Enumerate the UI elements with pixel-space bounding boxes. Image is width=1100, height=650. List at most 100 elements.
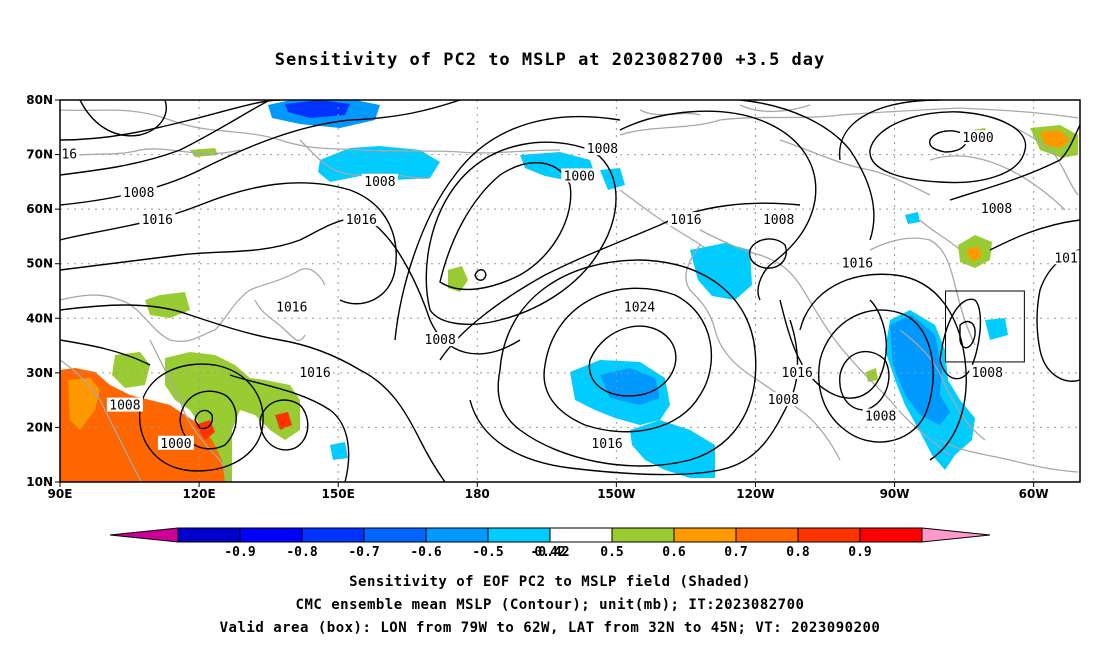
colorbar-label: 0.42 xyxy=(534,545,565,560)
contour-label-bg xyxy=(120,184,157,199)
caption-valid-area: Valid area (box): LON from 79W to 62W, L… xyxy=(219,620,881,636)
contour-label-bg xyxy=(589,435,626,450)
contour-label: 1008 xyxy=(981,202,1012,217)
contour-label: 1008 xyxy=(109,399,140,414)
lat-tick-label: 80N xyxy=(26,93,53,107)
lat-tick-label: 10N xyxy=(26,475,53,489)
colorbar-segment xyxy=(487,527,551,543)
contour-label-bg xyxy=(779,364,816,379)
lon-tick-label: 60W xyxy=(1019,487,1049,501)
contour-label: 1016 xyxy=(299,366,330,381)
contour-label: 1000 xyxy=(160,437,191,452)
contour-label: 1024 xyxy=(624,300,655,315)
colorbar-label: -0.7 xyxy=(348,545,379,560)
contour-label: 1016 xyxy=(670,213,701,228)
contour-label-bg xyxy=(139,212,176,227)
positive-anomaly-north-atlantic-orange xyxy=(1040,130,1070,148)
contour-label: 1016 xyxy=(276,300,307,315)
colorbar-label: -0.8 xyxy=(286,545,317,560)
caption-contour: CMC ensemble mean MSLP (Contour); unit(m… xyxy=(295,597,805,613)
contour-label: 1008 xyxy=(425,333,456,348)
colorbar-low-end xyxy=(109,527,179,543)
colorbar-label: -0.5 xyxy=(472,545,503,560)
colorbar: -0.9 -0.8 -0.7 -0.6 -0.5 -0.420.42 0.5 0.6 0.7 0.… xyxy=(109,527,991,560)
contour-label-bg xyxy=(584,141,621,156)
contour-label: 16 xyxy=(61,148,77,163)
colorbar-segment xyxy=(363,527,427,543)
contour-label-bg xyxy=(561,168,598,183)
colorbar-high-end xyxy=(921,527,991,543)
colorbar-label: 0.5 xyxy=(600,545,623,560)
contour-label-bg xyxy=(978,201,1015,216)
contour-label-bg xyxy=(297,364,333,379)
lon-tick-label: 90E xyxy=(48,487,73,501)
lat-tick-label: 60N xyxy=(26,202,53,216)
colorbar-label: 0.9 xyxy=(848,545,871,560)
lon-tick-label: 120E xyxy=(182,487,215,501)
lon-tick-label: 120W xyxy=(736,487,774,501)
longitude-labels: 90E 120E 150E 180 150W 120W 90W 60W xyxy=(48,482,1049,501)
negative-anomaly-central-pacific-core xyxy=(600,368,660,405)
colorbar-segment xyxy=(425,527,489,543)
negative-anomaly-siberia xyxy=(318,146,920,224)
contour-label: 1008 xyxy=(587,142,618,157)
lat-tick-label: 50N xyxy=(26,257,53,271)
contour-label-bg xyxy=(667,212,704,227)
contour-label-bg xyxy=(621,299,658,314)
contour-label-bg xyxy=(960,130,996,145)
colorbar-segment xyxy=(549,527,613,543)
sensitivity-shading xyxy=(60,100,1078,482)
contour-label: 101 xyxy=(1054,251,1077,266)
map-frame xyxy=(59,99,1081,483)
colorbar-segment xyxy=(239,527,303,543)
lat-tick-label: 40N xyxy=(26,311,53,325)
contour-label-bg xyxy=(106,397,143,412)
contour-label: 1016 xyxy=(142,213,173,228)
contour-label-bg xyxy=(862,408,899,423)
contour-label-bg xyxy=(1052,250,1081,265)
negative-anomaly-alaska-light xyxy=(690,243,752,300)
contour-label: 1008 xyxy=(768,393,799,408)
contour-label: 1016 xyxy=(346,213,377,228)
colorbar-label: 0.6 xyxy=(662,545,686,560)
page-title: Sensitivity of PC2 to MSLP at 2023082700… xyxy=(274,50,826,70)
contour-label: 1016 xyxy=(782,366,813,381)
colorbar-segment xyxy=(859,527,923,543)
positive-anomaly-labrador-orange xyxy=(966,246,982,262)
colorbar-segment xyxy=(177,527,241,543)
contour-label-bg xyxy=(760,212,797,227)
contour-label: 1008 xyxy=(972,366,1003,381)
valid-area-box xyxy=(945,290,1025,363)
lat-tick-label: 20N xyxy=(26,420,53,434)
colorbar-segment xyxy=(301,527,365,543)
lon-tick-label: 150E xyxy=(322,487,355,501)
contour-label: 1008 xyxy=(865,410,896,425)
colorbar-label: 0.7 xyxy=(724,545,747,560)
contour-label-bg xyxy=(839,255,876,270)
negative-anomaly-central-pacific xyxy=(330,360,715,478)
contour-label-bg xyxy=(59,146,80,161)
negative-anomaly-us-east-mid xyxy=(890,315,950,425)
contour-label: 1008 xyxy=(763,213,794,228)
colorbar-segment xyxy=(673,527,737,543)
contour-label-bg xyxy=(765,392,802,407)
positive-anomaly-asia-orange xyxy=(60,368,232,482)
contour-label-bg xyxy=(343,212,380,227)
contour-label-bg xyxy=(361,173,398,188)
negative-anomaly-arctic-core xyxy=(285,100,350,118)
contour-label-bg xyxy=(422,332,459,347)
contour-label: 1000 xyxy=(962,131,993,146)
contour-label: 1008 xyxy=(364,175,395,190)
lon-tick-label: 150W xyxy=(597,487,635,501)
lat-tick-label: 30N xyxy=(26,366,53,380)
lon-tick-label: 180 xyxy=(465,487,490,501)
colorbar-segment xyxy=(611,527,675,543)
contour-label: 1008 xyxy=(123,186,154,201)
positive-anomaly-asia-green xyxy=(112,292,300,482)
lat-tick-label: 70N xyxy=(26,148,53,162)
contour-label-bg xyxy=(969,364,1006,379)
positive-anomaly-red-spot xyxy=(195,412,292,440)
colorbar-label: -0.42 xyxy=(530,545,569,560)
contour-label-bg xyxy=(157,435,194,450)
